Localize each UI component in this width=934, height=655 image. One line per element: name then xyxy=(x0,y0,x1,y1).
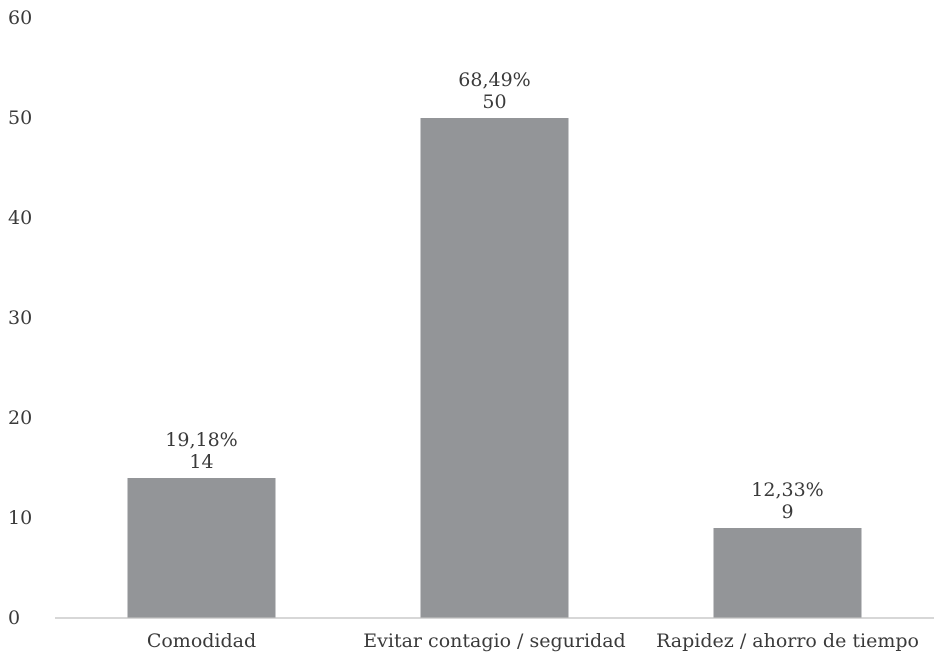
y-tick-label-40: 40 xyxy=(8,207,32,229)
y-tick-label-50: 50 xyxy=(8,107,32,129)
bar-value-label-1: 50 xyxy=(482,91,506,113)
bar-percent-label-2: 12,33% xyxy=(751,479,823,501)
y-tick-label-10: 10 xyxy=(8,507,32,529)
x-category-label-2: Rapidez / ahorro de tiempo xyxy=(656,630,919,652)
bar-2 xyxy=(713,528,862,618)
bar-1 xyxy=(420,118,569,618)
bar-0 xyxy=(127,478,276,618)
bar-value-label-2: 9 xyxy=(781,501,793,523)
x-category-label-1: Evitar contagio / seguridad xyxy=(363,630,625,652)
data-labels: 19,18%14 68,49%50 12,33%9 xyxy=(165,69,823,523)
bars xyxy=(127,118,862,618)
bar-percent-label-1: 68,49% xyxy=(458,69,530,91)
y-tick-label-20: 20 xyxy=(8,407,32,429)
y-axis-tick-labels: 0 10 20 30 40 50 60 xyxy=(8,7,32,629)
y-tick-label-30: 30 xyxy=(8,307,32,329)
bar-percent-label-0: 19,18% xyxy=(165,429,237,451)
bar-value-label-0: 14 xyxy=(189,451,213,473)
y-tick-label-0: 0 xyxy=(8,607,20,629)
x-axis-category-labels: Comodidad Evitar contagio / seguridad Rapi… xyxy=(147,630,919,652)
y-tick-label-60: 60 xyxy=(8,7,32,29)
x-category-label-0: Comodidad xyxy=(147,630,256,652)
